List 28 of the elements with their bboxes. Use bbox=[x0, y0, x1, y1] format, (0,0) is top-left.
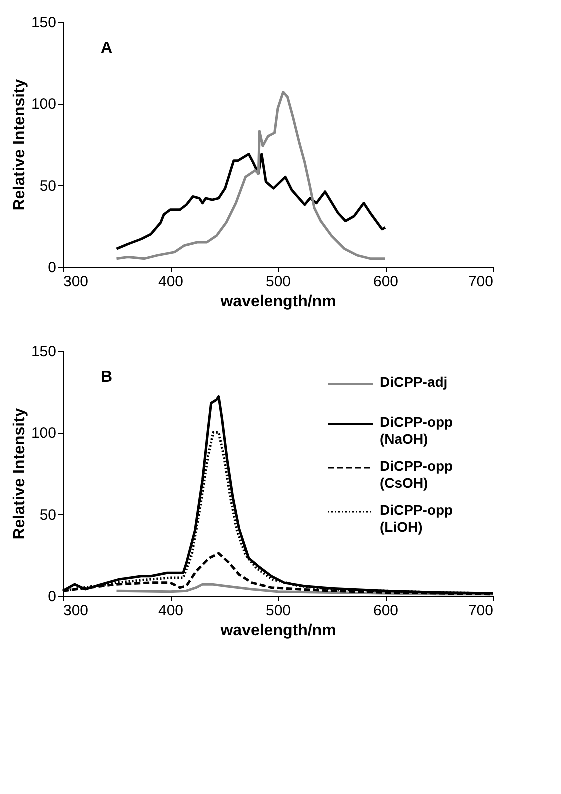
annotation: B bbox=[101, 369, 113, 386]
x-tick-label: 300 bbox=[64, 602, 89, 620]
y-tick-label: 50 bbox=[40, 178, 56, 195]
x-tick-label: 400 bbox=[158, 602, 184, 620]
x-axis-title: wavelength/nm bbox=[220, 622, 336, 640]
x-tick-label: 500 bbox=[266, 274, 292, 290]
y-tick-label: 0 bbox=[48, 588, 56, 606]
y-tick-label: 100 bbox=[31, 425, 56, 442]
legend-label: DiCPP-adj bbox=[380, 374, 448, 390]
x-tick-label: 300 bbox=[64, 274, 89, 290]
x-tick-label: 600 bbox=[373, 602, 399, 620]
y-tick-label: 150 bbox=[31, 14, 56, 32]
y-axis-title: Relative Intensity bbox=[11, 79, 28, 211]
y-tick-label: 50 bbox=[40, 506, 56, 524]
legend-label: DiCPP-opp (CsOH) bbox=[380, 458, 454, 491]
x-tick-label: 500 bbox=[266, 602, 292, 620]
x-tick-label: 700 bbox=[468, 602, 494, 620]
x-tick-label: 400 bbox=[158, 274, 184, 290]
y-tick-label: 100 bbox=[31, 96, 56, 114]
x-tick-label: 700 bbox=[468, 274, 494, 290]
y-tick-label: 0 bbox=[48, 260, 56, 276]
x-tick-label: 600 bbox=[373, 274, 399, 290]
y-axis-title: Relative Intensity bbox=[11, 408, 28, 540]
x-axis-title: wavelength/nm bbox=[220, 294, 336, 310]
legend-label: DiCPP-opp (LiOH) bbox=[380, 502, 454, 535]
legend-label: DiCPP-opp (NaOH) bbox=[380, 414, 454, 447]
annotation: A bbox=[101, 40, 113, 57]
y-tick-label: 150 bbox=[31, 344, 56, 360]
